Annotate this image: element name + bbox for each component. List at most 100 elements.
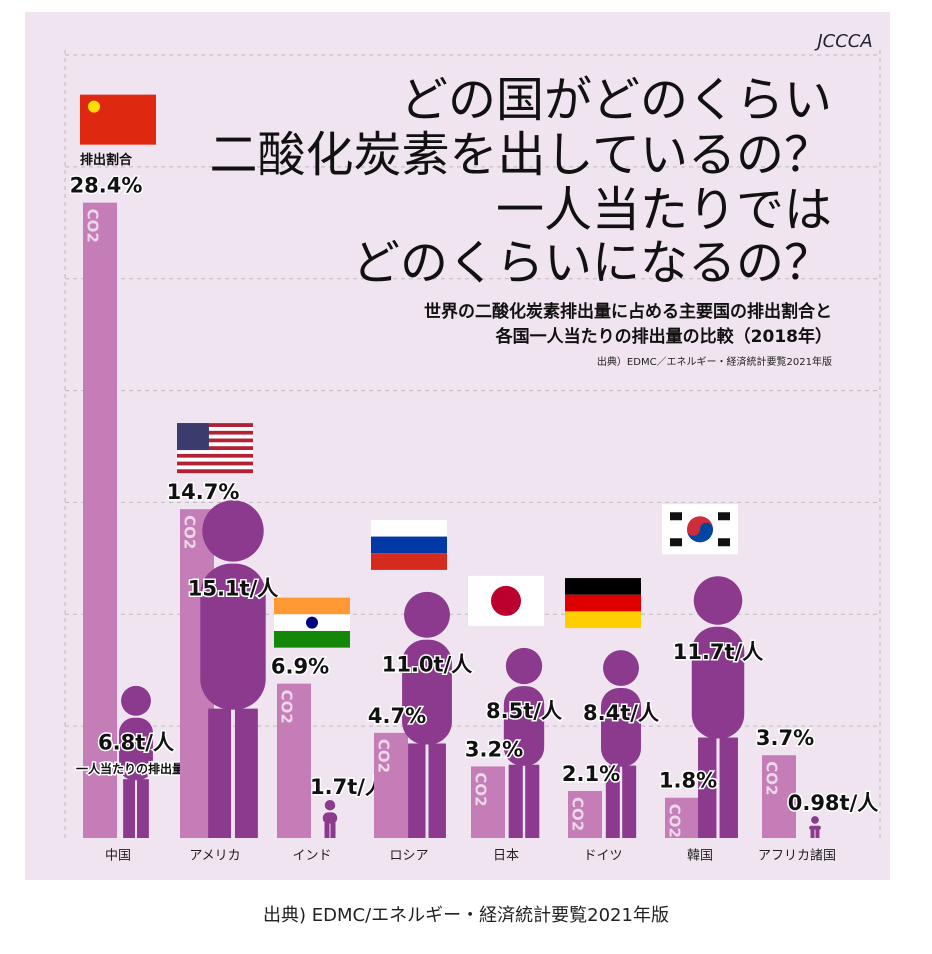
subtitle-line: 世界の二酸化炭素排出量に占める主要国の排出割合と — [424, 301, 832, 322]
x-tick-label: アメリカ — [189, 849, 240, 864]
bar — [665, 797, 699, 838]
flag-part — [177, 434, 253, 439]
person — [322, 799, 338, 838]
person-head — [202, 500, 264, 562]
flag-part — [670, 538, 682, 547]
flag-part — [565, 611, 641, 629]
share-label: 3.7% — [756, 726, 814, 750]
per-capita-label: 0.98t/人 — [788, 791, 879, 815]
share-label: 14.7% — [167, 480, 240, 504]
person — [601, 650, 641, 838]
bar — [762, 755, 796, 838]
flag — [80, 94, 156, 145]
per-capita-label: 8.4t/人 — [583, 701, 659, 725]
flag-part — [371, 536, 447, 554]
x-tick-label: インド — [292, 849, 331, 864]
person-leg — [330, 822, 336, 838]
subtitle-line: 各国一人当たりの排出量の比較（2018年） — [495, 326, 832, 347]
bar-text: CO2 — [666, 804, 684, 838]
flag-part — [491, 585, 521, 616]
title-line: 二酸化炭素を出しているの？ — [209, 127, 832, 183]
person-body — [200, 563, 266, 710]
flag-part — [718, 512, 730, 521]
flag — [274, 597, 350, 648]
x-tick-label: ロシア — [389, 849, 428, 864]
bar — [471, 766, 505, 838]
flag-part — [177, 450, 253, 454]
share-label: 3.2% — [465, 737, 523, 761]
person-body — [691, 626, 745, 739]
person-leg — [719, 737, 738, 838]
person-leg — [428, 743, 446, 838]
title-line: どのくらいになるの？ — [352, 235, 832, 291]
x-tick-label: 日本 — [493, 849, 519, 864]
legend-share: 排出割合 — [80, 152, 133, 168]
x-tick-label: アフリカ諸国 — [758, 848, 836, 864]
person — [200, 500, 266, 838]
caption: 出典) EDMC/エネルギー・経済統計要覧2021年版 — [263, 905, 669, 926]
person-leg — [605, 765, 620, 838]
share-label: 2.1% — [562, 762, 620, 786]
person — [503, 647, 545, 838]
per-capita-label: 6.8t/人 — [98, 731, 174, 755]
person-body — [322, 812, 338, 824]
bar — [374, 732, 408, 838]
bar-text: CO2 — [181, 515, 199, 549]
share-label: 4.7% — [368, 704, 426, 728]
flag-part — [177, 423, 209, 451]
flag-part — [177, 453, 253, 458]
flag-part — [177, 438, 253, 443]
x-tick-label: 中国 — [105, 849, 131, 864]
person-leg — [810, 828, 815, 838]
bar-text: CO2 — [84, 209, 102, 243]
x-tick-label: ドイツ — [583, 849, 622, 864]
bar — [277, 683, 311, 838]
person-leg — [234, 708, 258, 838]
flag-part — [177, 442, 253, 447]
legend-per-capita: 一人当たりの排出量 — [76, 761, 184, 776]
person-leg — [815, 828, 820, 838]
flag-part — [565, 594, 641, 612]
flag-part — [687, 522, 713, 543]
person — [809, 816, 821, 838]
x-tick-label: 韓国 — [687, 849, 713, 864]
flag-part — [177, 465, 253, 470]
person-leg — [508, 764, 523, 838]
person-leg — [208, 708, 232, 838]
flag — [565, 578, 641, 629]
person-head — [404, 591, 450, 638]
flag-part — [274, 597, 350, 615]
person-leg — [137, 779, 149, 838]
flag-part — [177, 461, 253, 466]
person-body — [402, 639, 452, 745]
flag-part — [371, 553, 447, 570]
flag-part — [177, 430, 253, 435]
person-leg — [622, 765, 637, 838]
flag-part — [565, 578, 641, 595]
per-capita-label: 11.7t/人 — [673, 640, 764, 664]
flag-part — [177, 469, 253, 474]
person-head — [324, 799, 336, 811]
person-head — [505, 647, 543, 685]
person-leg — [324, 822, 330, 838]
flag-part — [88, 100, 100, 113]
panel — [25, 12, 890, 880]
flag — [662, 504, 738, 555]
person-leg — [408, 743, 426, 838]
person-head — [811, 816, 819, 824]
share-label: 28.4% — [70, 174, 143, 198]
person-leg — [123, 779, 135, 838]
person-body — [503, 686, 545, 766]
person-head — [603, 650, 639, 687]
flag-part — [177, 457, 253, 462]
title-line: どの国がどのくらい — [400, 72, 832, 128]
person-leg — [698, 737, 717, 838]
person — [119, 685, 153, 838]
flag — [468, 575, 544, 626]
person-body — [119, 717, 153, 781]
share-label: 1.8% — [659, 769, 717, 793]
person-leg — [525, 764, 540, 838]
source-note: 出典）EDMC／エネルギー・経済統計要覧2021年版 — [597, 355, 832, 368]
flag-part — [306, 616, 318, 629]
